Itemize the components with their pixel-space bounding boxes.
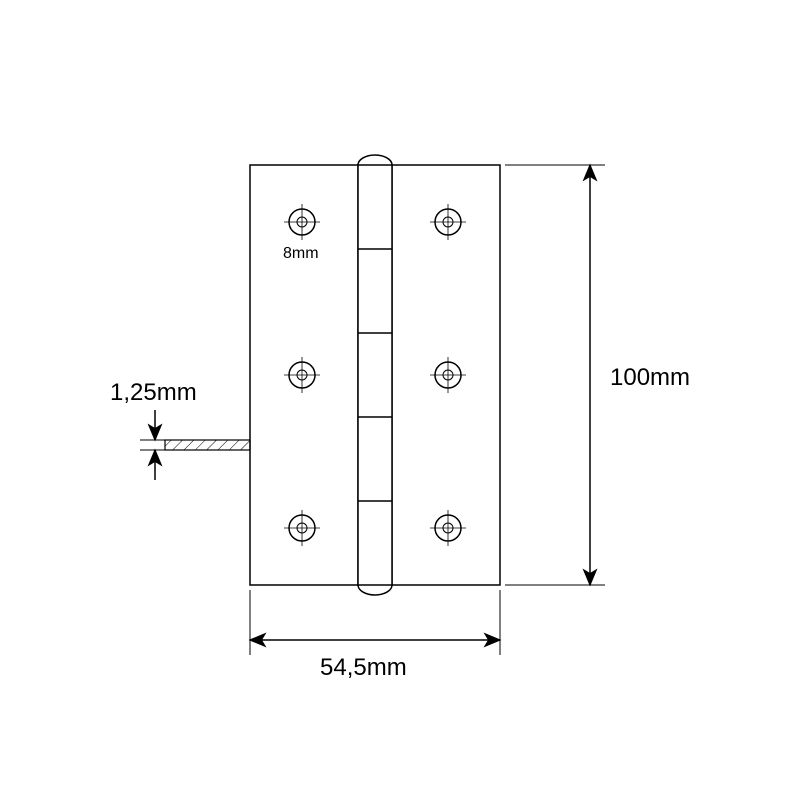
dimension-thickness: 1,25mm [110,379,197,480]
screw-hole [284,204,320,240]
thickness-flap [165,440,250,450]
hinge-technical-drawing: 8mm 54,5mm 100mm 1,25mm [0,0,800,800]
screw-hole [430,357,466,393]
height-label: 100mm [610,364,690,391]
screw-hole [430,204,466,240]
dimension-height: 100mm [505,165,690,585]
thickness-label: 1,25mm [110,379,197,406]
hole-diameter-label: 8mm [283,245,319,262]
dimension-width: 54,5mm [250,590,500,681]
screw-hole [284,357,320,393]
screw-hole [284,510,320,546]
screw-hole [430,510,466,546]
width-label: 54,5mm [320,654,407,681]
